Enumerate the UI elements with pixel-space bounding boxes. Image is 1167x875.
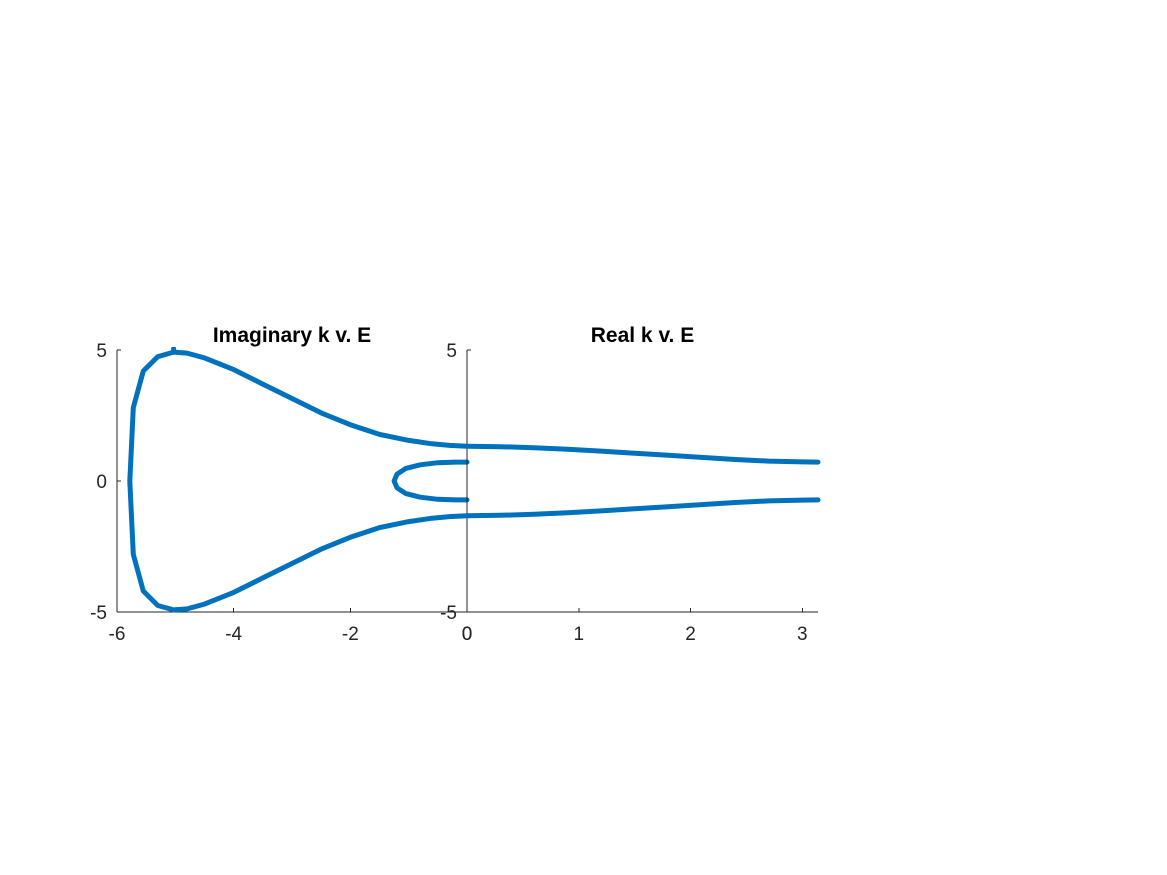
real-x-tick-label: 3 (797, 624, 808, 645)
imag-x-tick-label: -4 (225, 624, 242, 645)
real-series-line-2 (464, 497, 821, 519)
imag-x-tick-label: -2 (342, 624, 359, 645)
imag-x-tick-label: 0 (462, 624, 473, 645)
imag-y-tick-label: 0 (96, 472, 107, 493)
imag-y-tick-label: -5 (90, 603, 107, 624)
real-x-tick-label: 1 (573, 624, 584, 645)
real-x-tick-label: 2 (685, 624, 696, 645)
real-k-panel: Real k v. E 0 1 2 3 -5 5 (440, 324, 821, 645)
imag-y-tick-label: 5 (96, 341, 107, 362)
imaginary-k-panel: Imaginary k v. E -6 -4 -2 0-505 (90, 324, 472, 645)
imaginary-k-title: Imaginary k v. E (213, 324, 371, 347)
real-y-tick-label: -5 (440, 603, 457, 624)
imag-series-line-1 (127, 349, 470, 613)
real-series-line-1 (464, 443, 821, 465)
imag-series-line-2 (391, 459, 470, 503)
real-y-tick-label: 5 (446, 341, 457, 362)
real-k-title: Real k v. E (591, 324, 695, 347)
real-x-tick-label: 0 (462, 624, 473, 645)
imag-x-tick-label: -6 (109, 624, 126, 645)
